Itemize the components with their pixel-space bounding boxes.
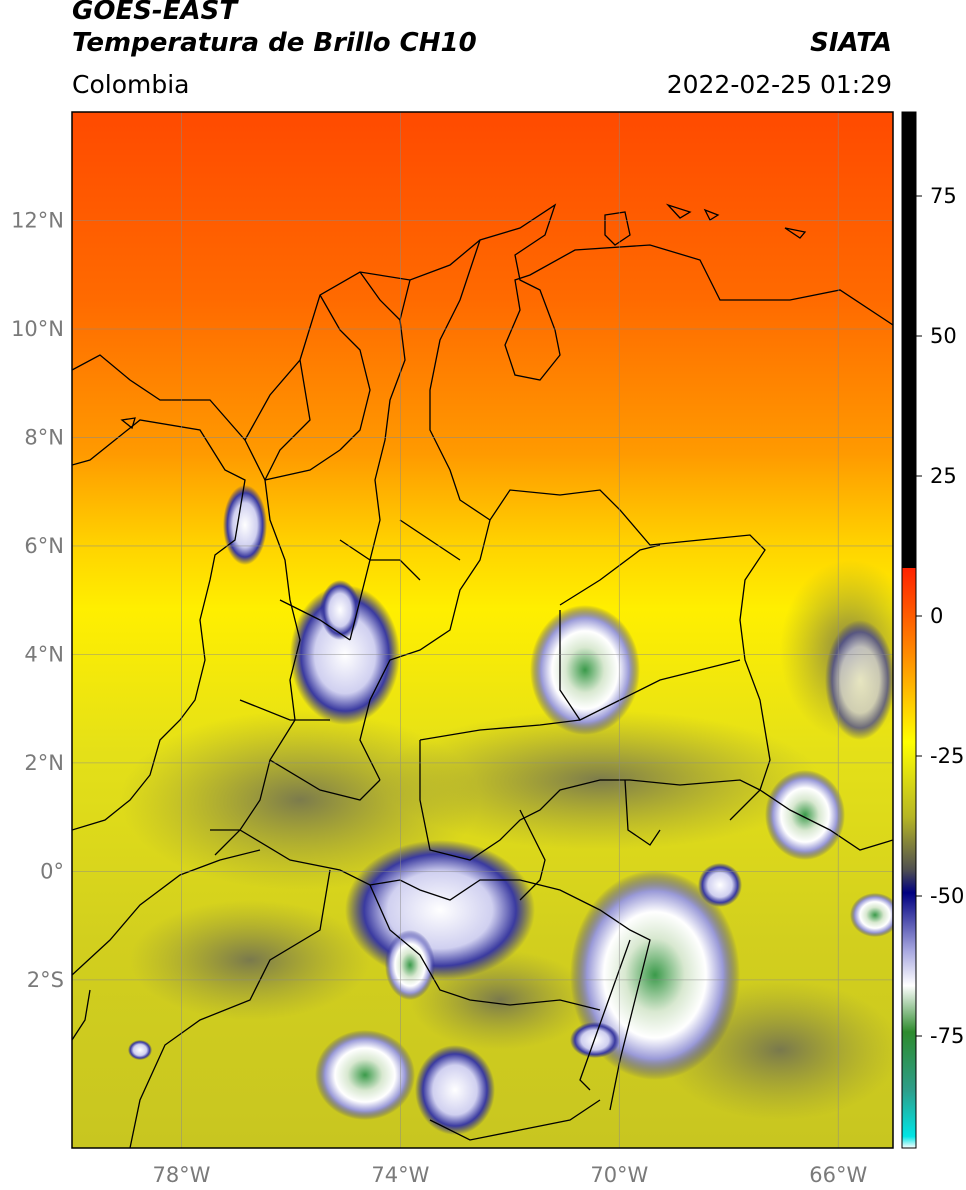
colorbar-tick-label: 25 (930, 464, 957, 488)
coastlines-and-borders (72, 203, 893, 1148)
lon-tick-label: 70°W (590, 1163, 648, 1187)
colorbar-tick-label: 50 (930, 324, 957, 348)
lon-tick-label: 78°W (152, 1163, 210, 1187)
lat-tick-label: 2°S (27, 968, 64, 992)
colorbar-gradient (902, 568, 916, 1148)
product-title: Temperatura de Brillo CH10 (72, 28, 477, 58)
latitude-labels: 12°N 10°N 8°N 6°N 4°N 2°N 0° 2°S (11, 208, 64, 991)
lat-tick-label: 10°N (11, 317, 64, 341)
lat-tick-label: 0° (40, 859, 64, 883)
colorbar-tick-label: 75 (930, 184, 957, 208)
lon-tick-label: 66°W (809, 1163, 867, 1187)
region-label: Colombia (72, 70, 190, 99)
satellite-title: GOES-EAST (72, 0, 238, 26)
colorbar-black-segment (902, 112, 916, 568)
colorbar: 75 50 25 0 -25 -50 -75 (901, 111, 964, 1149)
datetime-label: 2022-02-25 01:29 (666, 70, 892, 99)
map-frame (71, 111, 894, 1149)
lat-tick-label: 4°N (24, 642, 64, 666)
longitude-labels: 78°W 74°W 70°W 66°W (152, 1163, 867, 1187)
lat-tick-label: 8°N (24, 425, 64, 449)
lat-tick-label: 6°N (24, 534, 64, 558)
agency-label: SIATA (810, 28, 892, 58)
colorbar-tick-label: -75 (930, 1024, 964, 1048)
graticule (72, 112, 893, 1148)
brightness-temperature-field (72, 112, 893, 1148)
colorbar-tick-label: 0 (930, 604, 943, 628)
lat-tick-label: 12°N (11, 208, 64, 232)
lon-tick-label: 74°W (371, 1163, 429, 1187)
colorbar-frame (901, 111, 917, 1149)
colorbar-tick-label: -25 (930, 744, 964, 768)
lat-tick-label: 2°N (24, 751, 64, 775)
colorbar-tick-label: -50 (930, 884, 964, 908)
